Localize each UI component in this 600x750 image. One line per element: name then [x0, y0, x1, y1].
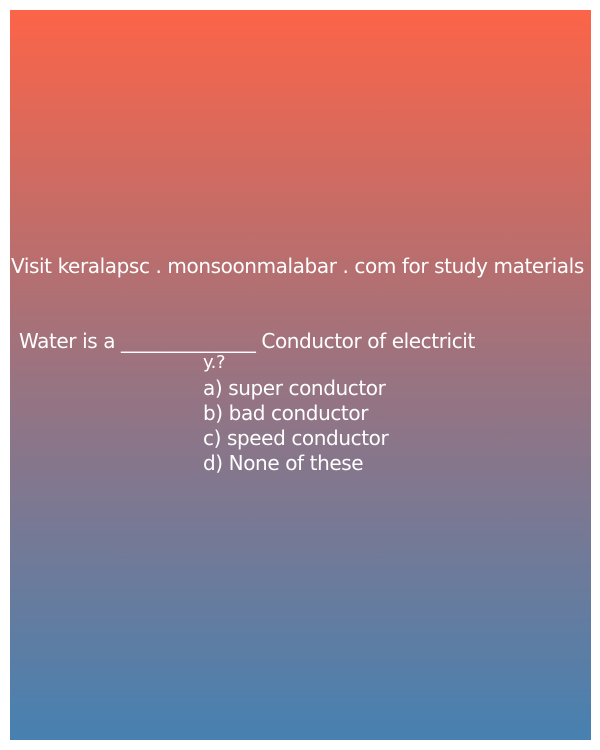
answer-options: a) super conductor b) bad conductor c) s…	[203, 376, 389, 476]
question-text: Water is a ______________ Conductor of e…	[19, 329, 591, 373]
option-a[interactable]: a) super conductor	[203, 376, 386, 400]
question-card: Visit keralapsc . monsoonmalabar . com f…	[10, 10, 591, 740]
option-d[interactable]: d) None of these	[203, 451, 364, 475]
question-line-1: Water is a ______________ Conductor of e…	[19, 329, 475, 353]
option-b[interactable]: b) bad conductor	[203, 401, 369, 425]
question-line-2: y.?	[203, 352, 226, 373]
option-c[interactable]: c) speed conductor	[203, 426, 389, 450]
promo-text: Visit keralapsc . monsoonmalabar . com f…	[11, 254, 584, 278]
